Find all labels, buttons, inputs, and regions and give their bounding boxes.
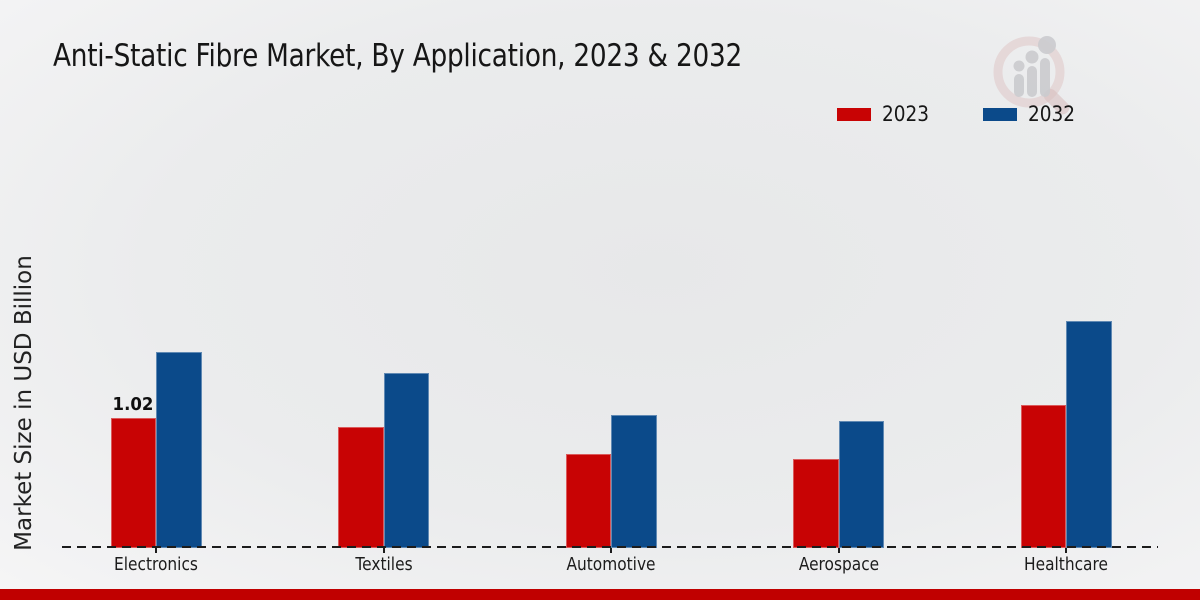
legend-item-2032: 2032	[983, 102, 1081, 126]
x-tick-label-aerospace: Aerospace	[798, 555, 879, 575]
bar-2023-electronics	[110, 418, 156, 548]
x-axis-baseline	[62, 546, 1158, 548]
bar-2032-healthcare	[1066, 321, 1112, 548]
x-tick-automotive	[610, 548, 612, 553]
bar-2032-electronics	[156, 352, 202, 548]
brand-watermark	[985, 22, 1077, 124]
bar-2032-automotive	[611, 415, 657, 548]
x-tick-textiles	[382, 548, 385, 553]
x-tick-healthcare	[1065, 548, 1067, 553]
bar-2023-automotive	[565, 454, 611, 548]
bar-2023-textiles	[338, 427, 384, 548]
legend-swatch-2032	[983, 107, 1018, 121]
x-tick-aerospace	[837, 548, 840, 553]
bar-2032-aerospace	[838, 421, 884, 548]
legend-swatch-2023	[837, 107, 871, 121]
bar-2023-aerospace	[793, 459, 839, 548]
x-tick-label-healthcare: Healthcare	[1024, 555, 1108, 575]
bar-2023-healthcare	[1020, 405, 1066, 548]
legend-item-2023: 2023	[837, 102, 935, 126]
legend-label-2032: 2032	[1028, 102, 1076, 126]
x-tick-label-textiles: Textiles	[354, 555, 413, 575]
magnifier-growth-chart-icon	[993, 36, 1070, 115]
chart-title: Anti-Static Fibre Market, By Application…	[53, 38, 743, 74]
legend-label-2023: 2023	[882, 102, 930, 126]
footer-bar	[0, 589, 1200, 600]
x-tick-label-automotive: Automotive	[566, 555, 656, 575]
bar-value-label: 1.02	[112, 394, 154, 415]
x-tick-label-electronics: Electronics	[114, 555, 198, 575]
legend: 2023 2032	[837, 102, 1082, 126]
bar-2032-textiles	[383, 373, 429, 548]
x-tick-electronics	[155, 548, 157, 553]
